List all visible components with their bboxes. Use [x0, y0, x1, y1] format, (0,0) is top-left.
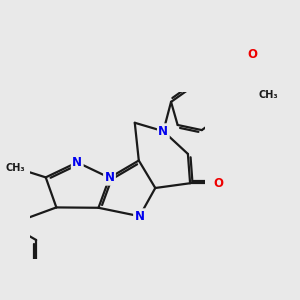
Text: O: O	[248, 48, 257, 61]
Text: N: N	[104, 171, 115, 184]
Text: O: O	[213, 177, 223, 190]
Text: N: N	[134, 210, 145, 223]
Text: CH₃: CH₃	[259, 90, 278, 100]
Text: CH₃: CH₃	[6, 163, 26, 173]
Text: N: N	[72, 156, 82, 169]
Text: N: N	[158, 125, 168, 138]
